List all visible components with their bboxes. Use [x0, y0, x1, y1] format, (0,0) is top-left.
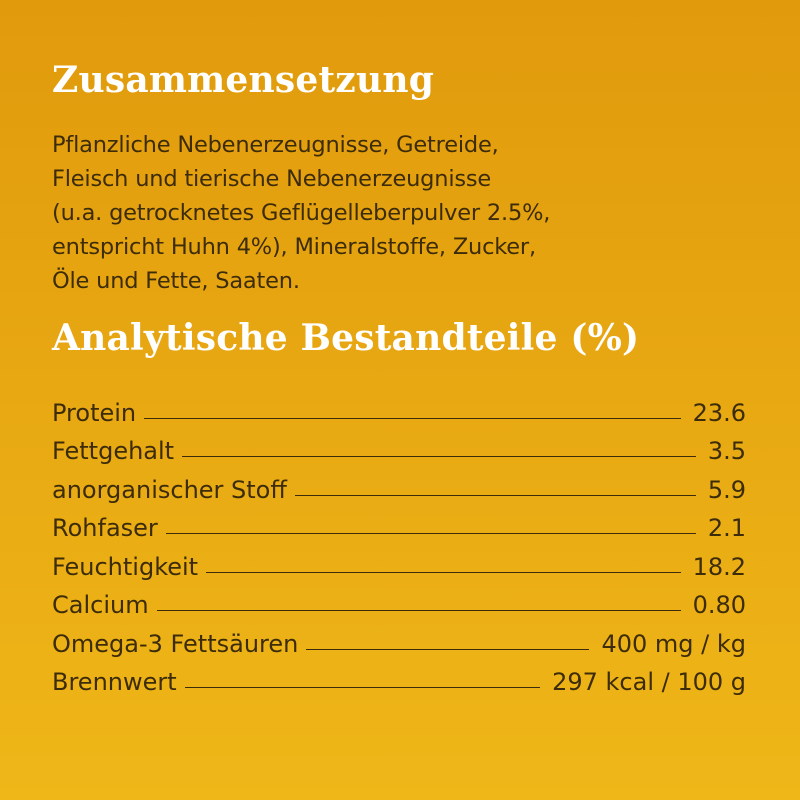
- analysis-row-brennwert: Brennwert 297 kcal / 100 g: [52, 658, 746, 696]
- analysis-label: Rohfaser: [52, 514, 158, 542]
- composition-line: Öle und Fette, Saaten.: [52, 268, 300, 294]
- leader-line: [156, 609, 681, 611]
- analysis-value: 18.2: [692, 552, 746, 581]
- leader-line: [184, 686, 541, 688]
- leader-line: [294, 494, 696, 496]
- analysis-value: 297 kcal / 100 g: [552, 668, 746, 696]
- analysis-value: 0.80: [692, 591, 746, 619]
- leader-line: [182, 455, 696, 457]
- analysis-row-fettgehalt: Fettgehalt 3.5: [52, 427, 746, 465]
- analysis-heading: Analytische Bestandteile (%): [52, 317, 640, 359]
- analysis-value: 2.1: [707, 514, 746, 542]
- analysis-label: anorganischer Stoff: [52, 475, 287, 504]
- analysis-label: Brennwert: [52, 668, 177, 696]
- analysis-row-omega-3: Omega-3 Fettsäuren 400 mg / kg: [52, 619, 746, 658]
- analysis-label: Protein: [52, 398, 137, 427]
- composition-heading: Zusammensetzung: [52, 59, 435, 101]
- analysis-row-anorganischer-stoff: anorganischer Stoff 5.9: [52, 465, 746, 504]
- nutrition-panel: Zusammensetzung Pflanzliche Nebenerzeugn…: [52, 58, 752, 696]
- analysis-row-protein: Protein 23.6: [52, 388, 746, 427]
- composition-line: Pflanzliche Nebenerzeugnisse, Getreide,: [52, 132, 499, 158]
- analysis-label: Calcium: [52, 591, 149, 619]
- analysis-label: Omega-3 Fettsäuren: [52, 629, 299, 658]
- composition-line: entspricht Huhn 4%), Mineralstoffe, Zuck…: [52, 234, 536, 260]
- leader-line: [144, 417, 681, 419]
- leader-line: [306, 648, 590, 650]
- analysis-value: 3.5: [707, 437, 746, 465]
- analysis-value: 23.6: [692, 398, 746, 427]
- composition-line: (u.a. getrocknetes Geflügelleberpulver 2…: [52, 200, 551, 226]
- analysis-value: 400 mg / kg: [601, 629, 746, 658]
- leader-line: [165, 532, 696, 534]
- analysis-label: Fettgehalt: [52, 437, 175, 465]
- analysis-table: Protein 23.6 Fettgehalt 3.5 anorganische…: [52, 388, 746, 697]
- analysis-row-feuchtigkeit: Feuchtigkeit 18.2: [52, 542, 746, 581]
- analysis-row-rohfaser: Rohfaser 2.1: [52, 504, 746, 542]
- composition-line: Fleisch und tierische Nebenerzeugnisse: [52, 166, 492, 192]
- analysis-row-calcium: Calcium 0.80: [52, 581, 746, 619]
- analysis-label: Feuchtigkeit: [52, 552, 199, 581]
- analysis-value: 5.9: [707, 475, 746, 504]
- composition-text: Pflanzliche Nebenerzeugnisse, Getreide, …: [52, 128, 752, 298]
- leader-line: [206, 571, 681, 573]
